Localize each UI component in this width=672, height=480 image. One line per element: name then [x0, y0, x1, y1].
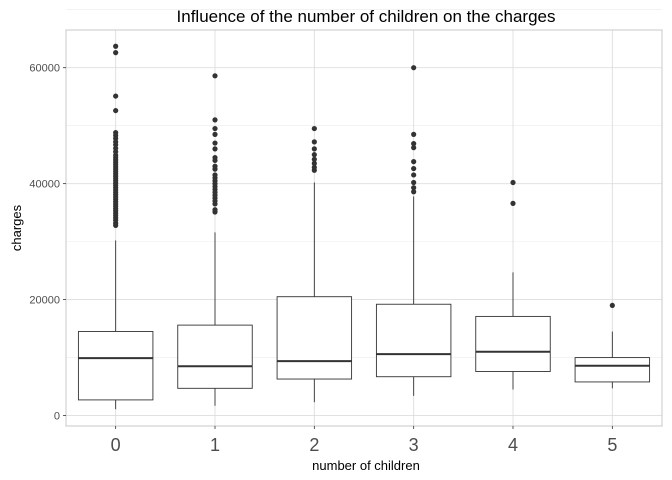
outlier-point — [311, 160, 317, 166]
panel-border — [65, 29, 663, 427]
box-group-1 — [177, 73, 253, 406]
y-axis-title: charges — [9, 204, 24, 251]
outlier-point — [113, 93, 119, 99]
x-axis-ticks: 0 1 2 3 4 5 — [111, 426, 617, 455]
outlier-point — [212, 140, 218, 146]
outlier-point — [311, 146, 317, 152]
box-group-5 — [574, 302, 651, 389]
box-iqr — [375, 303, 452, 378]
box-group-0 — [77, 43, 154, 410]
outlier-point — [411, 141, 417, 147]
outlier-point — [411, 159, 417, 165]
outlier-point — [212, 73, 218, 79]
outlier-point — [510, 179, 516, 186]
x-tick-label: 4 — [508, 435, 518, 455]
x-tick-label: 5 — [607, 435, 617, 455]
outlier-point — [411, 189, 417, 195]
outlier-point — [411, 185, 417, 191]
x-tick-label: 1 — [210, 435, 220, 455]
outlier-point — [212, 154, 218, 161]
outlier-point — [311, 164, 317, 171]
outlier-point — [411, 172, 417, 178]
outlier-point — [311, 125, 317, 132]
y-tick-label: 0 — [54, 411, 60, 423]
outlier-point — [411, 179, 417, 186]
outlier-point — [311, 152, 317, 158]
outlier-point — [212, 131, 218, 137]
outlier-point — [212, 172, 218, 178]
outlier-point — [113, 130, 119, 136]
outlier-point — [212, 117, 218, 123]
x-tick-label: 3 — [409, 435, 419, 455]
outlier-point — [311, 156, 317, 162]
outlier-point — [212, 125, 218, 132]
outlier-point — [212, 163, 218, 169]
outlier-point — [411, 131, 417, 137]
outlier-point — [411, 65, 417, 71]
y-tick-label: 20000 — [29, 295, 60, 307]
outlier-point — [212, 146, 218, 152]
y-tick-label: 40000 — [29, 179, 60, 191]
box-group-2 — [276, 125, 353, 403]
outlier-point — [113, 43, 119, 49]
x-tick-label: 2 — [309, 435, 319, 455]
box-iqr — [177, 324, 253, 389]
outlier-point — [113, 50, 119, 56]
outlier-point — [212, 207, 218, 213]
outlier-point — [411, 165, 417, 172]
outlier-point — [609, 302, 615, 309]
box-iqr — [475, 315, 551, 372]
y-tick-label: 60000 — [29, 63, 60, 75]
chart-title: Influence of the number of children on t… — [177, 7, 556, 26]
outlier-point — [113, 107, 119, 114]
box-iqr — [574, 357, 651, 383]
y-axis-ticks: 0 20000 40000 60000 — [29, 63, 66, 423]
x-tick-label: 0 — [111, 435, 121, 455]
outlier-point — [411, 145, 417, 151]
outlier-point — [510, 200, 516, 206]
x-axis-title: number of children — [312, 458, 420, 473]
box-group-4 — [475, 179, 551, 390]
box-group-3 — [375, 65, 452, 396]
box-iqr — [77, 331, 154, 401]
box-iqr — [276, 296, 353, 380]
box-series — [77, 43, 651, 410]
outlier-point — [311, 139, 317, 145]
